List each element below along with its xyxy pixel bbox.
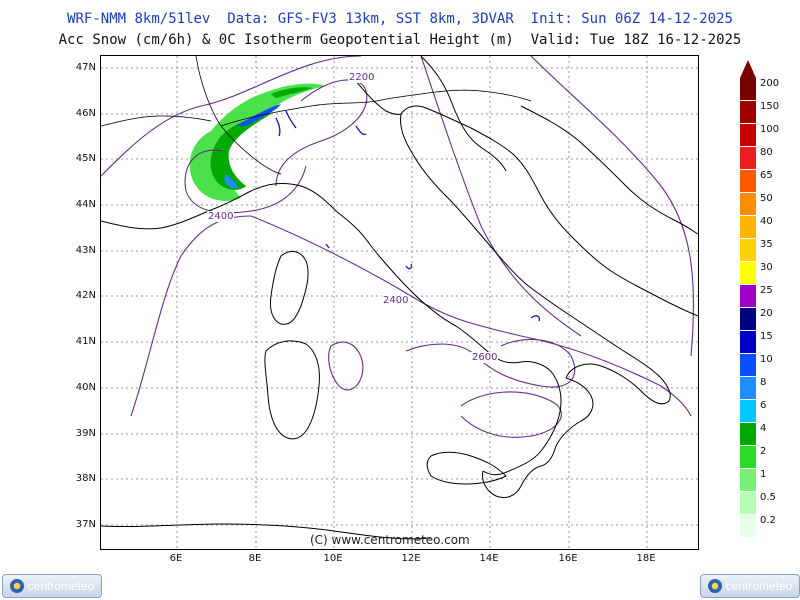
colorbar-arrow bbox=[740, 60, 756, 78]
colorbar-label: 50 bbox=[760, 193, 773, 204]
lon-label: 16E bbox=[558, 553, 578, 564]
colorbar-segment bbox=[740, 193, 756, 216]
lat-label: 41N bbox=[75, 336, 96, 347]
colorbar-label: 80 bbox=[760, 147, 773, 158]
lat-label: 47N bbox=[75, 62, 96, 73]
colorbar-segment bbox=[740, 423, 756, 446]
colorbar-segment bbox=[740, 354, 756, 377]
colorbar-label: 65 bbox=[760, 170, 773, 181]
lat-label: 37N bbox=[75, 519, 96, 530]
logo-icon bbox=[707, 579, 722, 593]
lat-label: 40N bbox=[75, 382, 96, 393]
colorbar-label: 25 bbox=[760, 285, 773, 296]
colorbar-segment bbox=[740, 331, 756, 354]
colorbar-label: 10 bbox=[760, 354, 773, 365]
colorbar-segment bbox=[740, 216, 756, 239]
colorbar-segment bbox=[740, 515, 756, 538]
lon-label: 6E bbox=[169, 553, 183, 564]
map-panel bbox=[100, 55, 699, 550]
colorbar-label: 100 bbox=[760, 124, 780, 135]
lat-label: 45N bbox=[75, 153, 96, 164]
centrometeo-logo-right[interactable]: centrometeo bbox=[700, 574, 800, 598]
logo-text: centrometeo bbox=[27, 579, 95, 593]
colorbar-label: 40 bbox=[760, 216, 773, 227]
colorbar-segment bbox=[740, 469, 756, 492]
lon-label: 18E bbox=[636, 553, 656, 564]
colorbar-segment bbox=[740, 262, 756, 285]
colorbar-label: 1 bbox=[760, 469, 767, 480]
lat-label: 42N bbox=[75, 290, 96, 301]
contour-label: 2200 bbox=[348, 72, 376, 83]
model-info-title: WRF-NMM 8km/51lev Data: GFS-FV3 13km, SS… bbox=[67, 11, 733, 27]
colorbar-label: 35 bbox=[760, 239, 773, 250]
colorbar-label: 6 bbox=[760, 400, 767, 411]
colorbar-label: 150 bbox=[760, 101, 780, 112]
colorbar-label: 2 bbox=[760, 446, 767, 457]
lat-label: 38N bbox=[75, 473, 96, 484]
lon-label: 8E bbox=[248, 553, 262, 564]
contour-label: 2600 bbox=[471, 352, 499, 363]
colorbar-label: 4 bbox=[760, 423, 767, 434]
lon-label: 14E bbox=[479, 553, 499, 564]
copyright-text: (C) www.centrometeo.com bbox=[310, 533, 470, 547]
logo-text: centrometeo bbox=[725, 579, 793, 593]
lon-label: 10E bbox=[323, 553, 343, 564]
colorbar-label: 0.2 bbox=[760, 515, 776, 526]
colorbar-label: 200 bbox=[760, 78, 780, 89]
colorbar-segment bbox=[740, 239, 756, 262]
lat-label: 39N bbox=[75, 428, 96, 439]
product-title: Acc Snow (cm/6h) & 0C Isotherm Geopotent… bbox=[58, 32, 742, 48]
isotherm-contours bbox=[101, 56, 695, 438]
lakes bbox=[275, 110, 541, 322]
colorbar-label: 20 bbox=[760, 308, 773, 319]
graticule bbox=[101, 56, 698, 549]
lat-label: 43N bbox=[75, 245, 96, 256]
colorbar-segment bbox=[740, 377, 756, 400]
logo-icon bbox=[9, 579, 24, 593]
colorbar-segment bbox=[740, 78, 756, 101]
contour-label: 2400 bbox=[382, 295, 410, 306]
colorbar-label: 0.5 bbox=[760, 492, 776, 503]
colorbar-label: 30 bbox=[760, 262, 773, 273]
centrometeo-logo-left[interactable]: centrometeo bbox=[2, 574, 102, 598]
colorbar-segment bbox=[740, 101, 756, 124]
snow-accumulation bbox=[189, 83, 326, 201]
colorbar-segment bbox=[740, 124, 756, 147]
colorbar bbox=[740, 78, 756, 538]
colorbar-segment bbox=[740, 308, 756, 331]
coastline bbox=[101, 56, 698, 540]
colorbar-segment bbox=[740, 492, 756, 515]
colorbar-segment bbox=[740, 400, 756, 423]
colorbar-segment bbox=[740, 147, 756, 170]
colorbar-segment bbox=[740, 285, 756, 308]
lat-label: 44N bbox=[75, 199, 96, 210]
colorbar-segment bbox=[740, 170, 756, 193]
contour-label: 2400 bbox=[207, 211, 235, 222]
colorbar-label: 8 bbox=[760, 377, 767, 388]
lat-label: 46N bbox=[75, 108, 96, 119]
colorbar-segment bbox=[740, 446, 756, 469]
colorbar-label: 15 bbox=[760, 331, 773, 342]
borders bbox=[101, 56, 532, 175]
lon-label: 12E bbox=[401, 553, 421, 564]
map-svg bbox=[101, 56, 698, 549]
